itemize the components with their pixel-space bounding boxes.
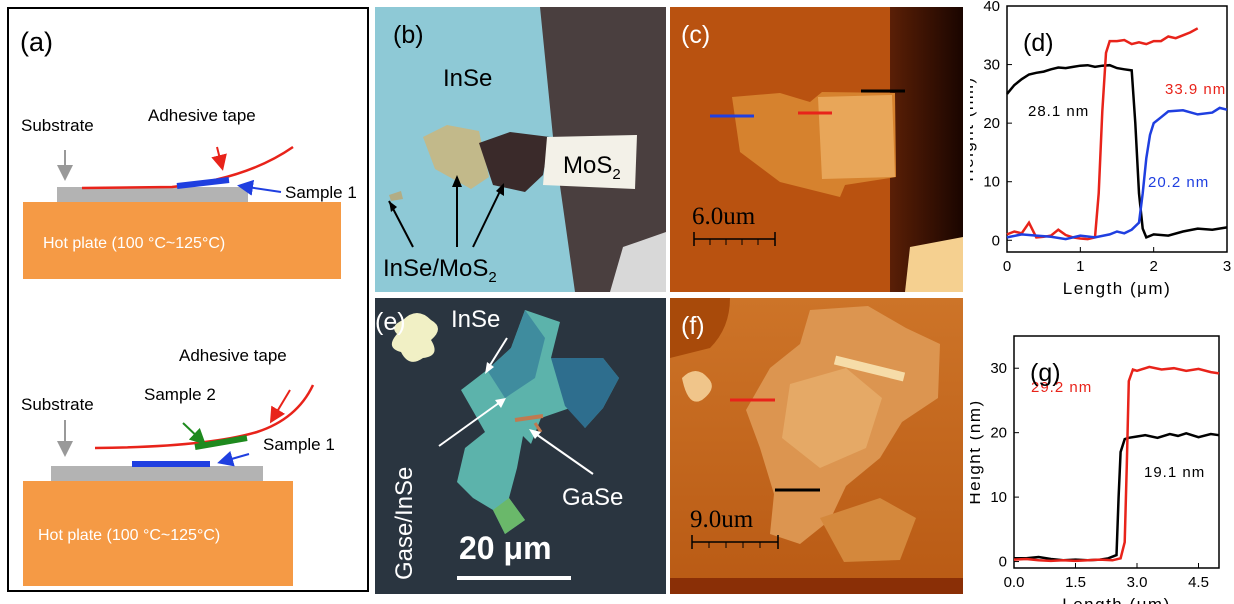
- panel-b-micrograph: [388, 7, 666, 292]
- y-axis-label: Height (nm): [970, 76, 977, 181]
- y-tick-label: 40: [983, 0, 1000, 15]
- sample2-label-bottom: Sample 2: [144, 385, 216, 404]
- data-label-0: 33.9 nm: [1165, 81, 1226, 98]
- x-tick-label: 0: [1003, 258, 1011, 275]
- panel-b: (b) InSe MoS2 InSe/MoS2: [375, 7, 666, 292]
- sample1-arrow-top: [237, 179, 282, 196]
- panel-b-label: (b): [393, 21, 424, 49]
- panel-e: (e) InSe Gase/InSe GaSe 20 μm: [375, 298, 666, 594]
- x-axis-label: Length (μm): [1062, 595, 1171, 604]
- panel-e-gase-inse-label: Gase/InSe: [391, 466, 418, 580]
- panel-e-gase-label: GaSe: [562, 484, 624, 511]
- panel-a-diagram: [23, 145, 341, 586]
- sample-1-bottom: [132, 461, 210, 467]
- sample-2-bottom: [194, 435, 248, 450]
- x-tick-label: 1.5: [1065, 574, 1086, 591]
- y-tick-label: 10: [983, 174, 1000, 191]
- y-tick-label: 30: [990, 360, 1007, 377]
- plot-frame: [1013, 335, 1220, 569]
- chart-g: 0.0 1.5 3.0 4.5 0 10 20 30 Length (μm) Height (nm…: [970, 335, 1220, 604]
- hot-plate-top: [23, 202, 341, 279]
- panel-c-label: (c): [681, 21, 711, 49]
- panel-f-scalebar-label: 9.0um: [690, 506, 754, 533]
- series-line-0: [1014, 431, 1220, 562]
- y-axis-label: Height (nm): [970, 399, 984, 504]
- hotplate-label-bottom: Hot plate (100 °C~125°C): [38, 527, 221, 544]
- y-tick-label: 10: [990, 489, 1007, 506]
- tape-label-bottom: Adhesive tape: [179, 346, 287, 365]
- data-label-1: 19.1 nm: [1144, 464, 1205, 481]
- y-tick-label: 30: [983, 57, 1000, 74]
- tape-arrow-bottom: [269, 389, 291, 424]
- x-tick-label: 2: [1149, 258, 1157, 275]
- x-tick-label: 1: [1076, 258, 1084, 275]
- x-tick-label: 3: [1223, 258, 1231, 275]
- panel-a-label: (a): [20, 27, 53, 57]
- panel-f: (f) 9.0um: [670, 298, 963, 594]
- hot-plate-bottom: [23, 481, 293, 586]
- plot-frame: [1006, 5, 1228, 253]
- data-label-1: 28.1 nm: [1028, 103, 1089, 120]
- tape-arrow-top: [211, 146, 227, 171]
- data-label-0: 29.2 nm: [1031, 379, 1092, 396]
- sample1-label-bottom: Sample 1: [263, 435, 335, 454]
- sample-1-top: [176, 177, 230, 189]
- panel-c-afm: [670, 7, 963, 292]
- panel-label: (g): [1030, 359, 1061, 387]
- adhesive-tape-bottom: [94, 384, 315, 450]
- sample1-arrow-bottom: [217, 451, 250, 467]
- substrate-top: [57, 187, 248, 202]
- panel-f-afm: [670, 298, 963, 594]
- heterostructure-label: InSe/MoS2: [383, 255, 497, 286]
- y-tick-label: 20: [990, 425, 1007, 442]
- series-line-1: [1013, 365, 1220, 563]
- panel-e-micrograph: [391, 310, 619, 580]
- mos2-label: MoS2: [563, 152, 621, 183]
- inse-label: InSe: [443, 65, 493, 92]
- panel-label: (d): [1023, 29, 1054, 57]
- sample1-label-top: Sample 1: [285, 183, 357, 202]
- x-tick-label: 4.5: [1188, 574, 1209, 591]
- panel-c-scalebar-label: 6.0um: [692, 203, 756, 230]
- tape-label-top: Adhesive tape: [148, 106, 256, 125]
- panel-c: (c) 6.0um: [670, 7, 963, 292]
- y-tick-label: 0: [999, 554, 1007, 571]
- substrate-bottom: [51, 466, 263, 481]
- hotplate-label-top: Hot plate (100 °C~125°C): [43, 235, 226, 252]
- panel-a: (a) Substrate Adhesive tape Sample 1 Hot…: [7, 7, 369, 592]
- panel-f-label: (f): [681, 312, 705, 340]
- x-axis-label: Length (μm): [1063, 279, 1172, 298]
- x-tick-label: 3.0: [1127, 574, 1148, 591]
- x-tick-label: 0.0: [1004, 574, 1025, 591]
- panel-e-scalebar-label: 20 μm: [459, 530, 552, 566]
- data-label-2: 20.2 nm: [1148, 174, 1209, 191]
- substrate-label-top: Substrate: [21, 116, 94, 135]
- series-line-1: [1006, 27, 1199, 241]
- substrate-label-bottom: Substrate: [21, 395, 94, 414]
- panel-e-label: (e): [375, 308, 406, 336]
- sample2-arrow-bottom: [182, 422, 206, 445]
- panel-e-inse-label: InSe: [451, 306, 501, 333]
- series-line-2: [1006, 106, 1228, 241]
- y-tick-label: 0: [992, 232, 1000, 249]
- y-tick-label: 20: [983, 115, 1000, 132]
